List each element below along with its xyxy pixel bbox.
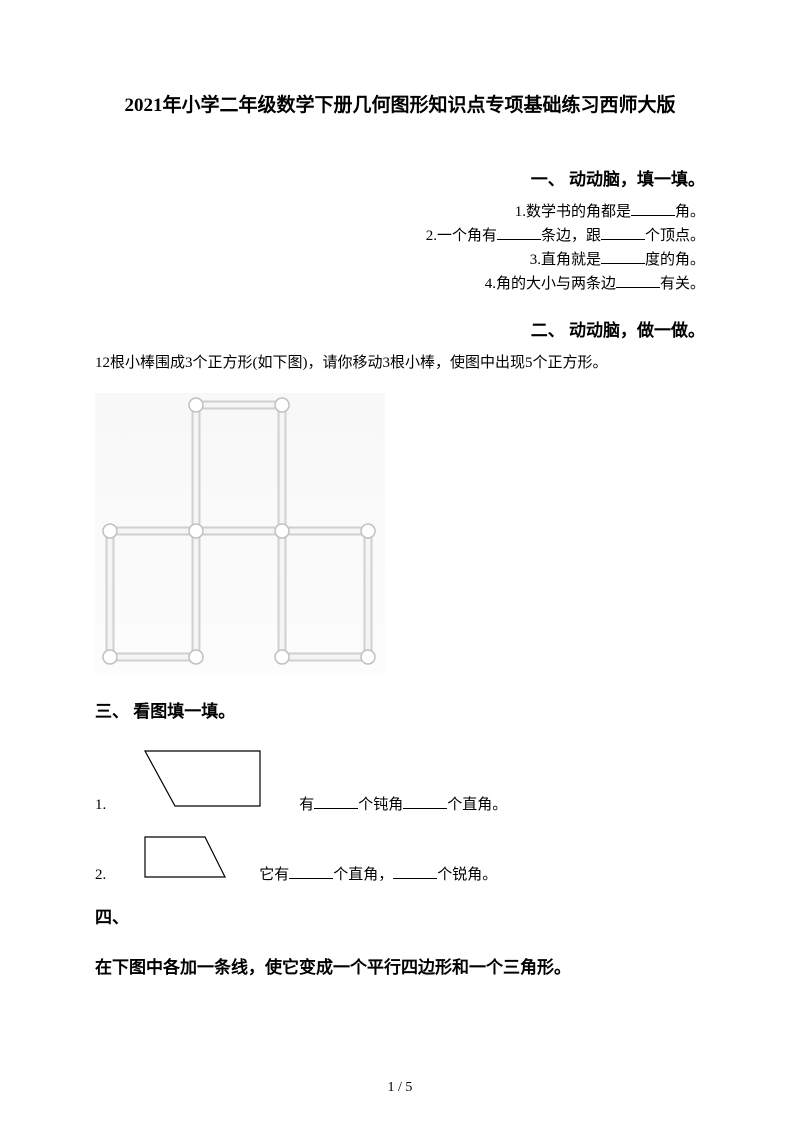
page-title: 2021年小学二年级数学下册几何图形知识点专项基础练习西师大版	[95, 90, 705, 117]
s3-q1: 1. 有 个钝角 个直角。	[95, 746, 705, 814]
s1-q3: 3.直角就是 度的角。	[95, 248, 705, 272]
section3-header: 三、 看图填一填。	[95, 697, 705, 722]
s1-q1-pre: 1.数学书的角都是	[515, 204, 631, 220]
section4-text: 在下图中各加一条线，使它变成一个平行四边形和一个三角形。	[95, 952, 705, 984]
s3-q1-text: 有 个钝角 个直角。	[299, 793, 507, 814]
s3-q2-mid2: 个直角，	[333, 867, 393, 883]
s1-q4-pre: 4.角的大小与两条边	[485, 276, 616, 292]
blank	[314, 793, 358, 809]
s3-q1-mid: 有	[299, 797, 314, 813]
sticks-figure	[95, 393, 385, 673]
s1-q2-post: 个顶点。	[645, 228, 705, 244]
section4-header: 四、	[95, 902, 705, 934]
section2-header: 二、 动动脑，做一做。	[95, 316, 705, 341]
s3-q1-mid2: 个钝角	[358, 797, 403, 813]
s1-q1: 1.数学书的角都是 角。	[95, 200, 705, 224]
s3-q1-post: 个直角。	[447, 797, 507, 813]
blank	[601, 248, 645, 264]
blank	[601, 224, 645, 240]
shape1-svg	[130, 746, 275, 814]
s1-q1-post: 角。	[675, 204, 705, 220]
blank	[616, 272, 660, 288]
sticks-svg	[95, 393, 385, 673]
blank	[631, 200, 675, 216]
shape2-svg	[130, 832, 235, 884]
s1-q3-pre: 3.直角就是	[530, 252, 601, 268]
s3-q2-post: 个锐角。	[437, 867, 497, 883]
s1-q2-pre: 2.一个角有	[426, 228, 497, 244]
page-number: 1 / 5	[0, 1080, 800, 1096]
section1-header: 一、 动动脑，填一填。	[95, 165, 705, 190]
section2-intro: 12根小棒围成3个正方形(如下图)，请你移动3根小棒，使图中出现5个正方形。	[95, 351, 705, 375]
section1-questions: 1.数学书的角都是 角。 2.一个角有 条边，跟 个顶点。 3.直角就是 度的角。 4.…	[95, 200, 705, 296]
s1-q4-post: 有关。	[660, 276, 705, 292]
s3-q2-text: 它有 个直角， 个锐角。	[259, 863, 497, 884]
s1-q4: 4.角的大小与两条边 有关。	[95, 272, 705, 296]
blank	[393, 863, 437, 879]
s3-q1-num: 1.	[95, 797, 106, 814]
s1-q3-post: 度的角。	[645, 252, 705, 268]
blank	[497, 224, 541, 240]
s3-q2-mid: 它有	[259, 867, 289, 883]
s3-q2-num: 2.	[95, 867, 106, 884]
shape2-polygon	[145, 837, 225, 877]
s3-q2: 2. 它有 个直角， 个锐角。	[95, 832, 705, 884]
shape1-polygon	[145, 751, 260, 806]
s1-q2-mid: 条边，跟	[541, 228, 601, 244]
blank	[403, 793, 447, 809]
s1-q2: 2.一个角有 条边，跟 个顶点。	[95, 224, 705, 248]
blank	[289, 863, 333, 879]
